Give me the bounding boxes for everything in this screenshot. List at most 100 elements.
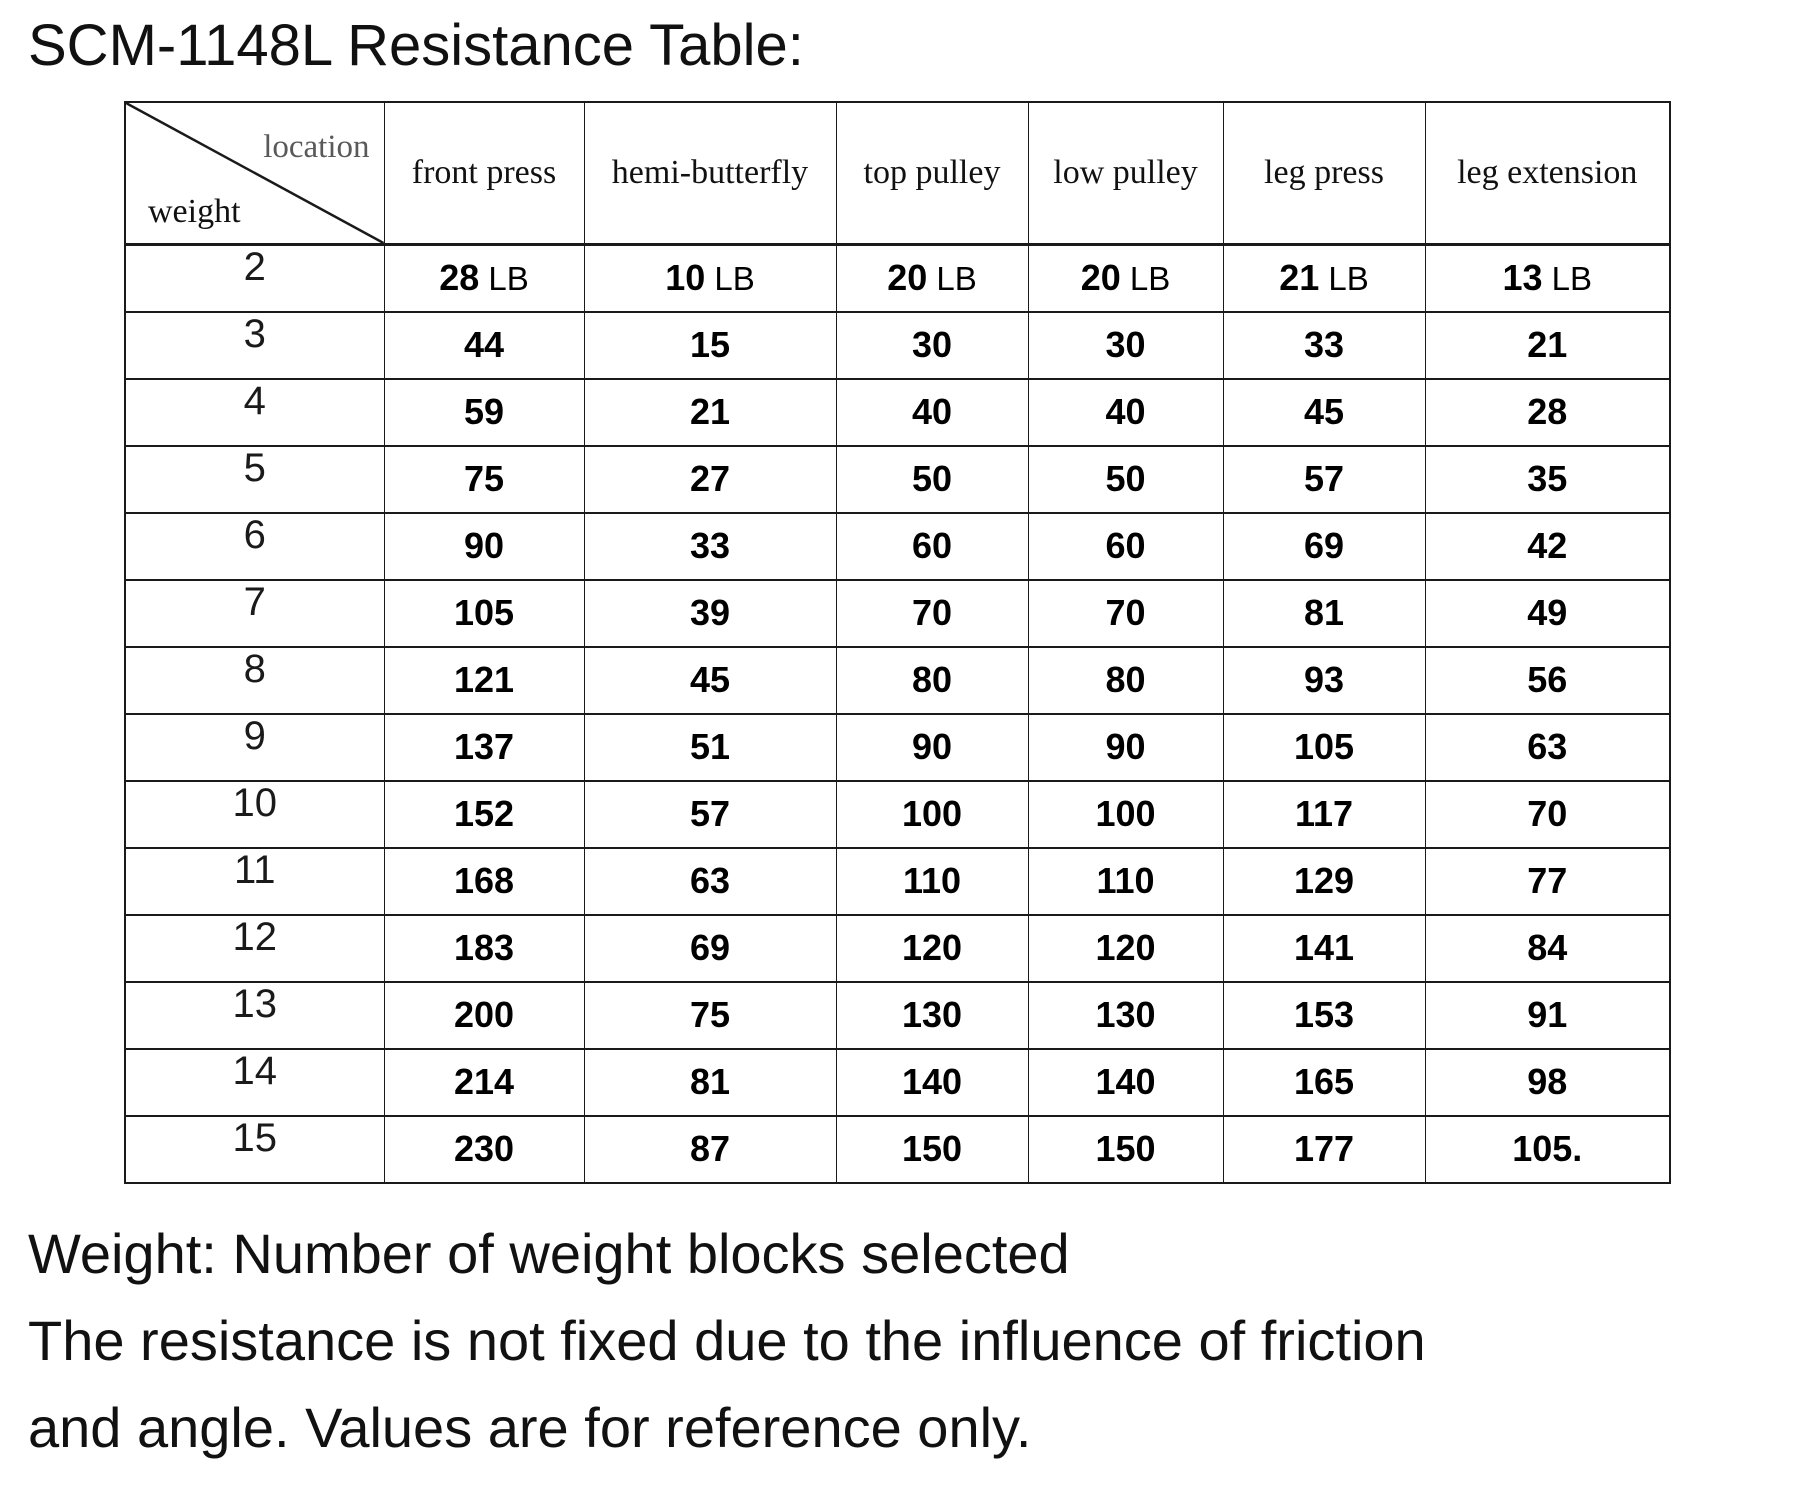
value-number: 168 bbox=[453, 860, 515, 901]
value-cell: 56 bbox=[1424, 645, 1671, 715]
value-number: 50 bbox=[911, 458, 953, 499]
value-cell: 140 bbox=[1027, 1047, 1224, 1117]
table-body: 2 28 LB 10 LB 20 LB 20 LB 21 LB 13 LB 3 44 15 30 30… bbox=[124, 243, 1671, 1184]
table-row: 10 152 57 100 100 117 70 bbox=[124, 779, 1671, 849]
value-number: 21 bbox=[1279, 257, 1320, 299]
value-cell: 70 bbox=[835, 578, 1029, 648]
weight-cell: 8 bbox=[124, 645, 385, 715]
value-cell: 42 bbox=[1424, 511, 1671, 581]
value-cell: 141 bbox=[1222, 913, 1426, 983]
value-cell: 33 bbox=[1222, 310, 1426, 380]
value-cell: 110 bbox=[1027, 846, 1224, 916]
value-number: 183 bbox=[453, 927, 515, 968]
value-cell: 80 bbox=[835, 645, 1029, 715]
value-cell: 30 bbox=[1027, 310, 1224, 380]
value-cell: 90 bbox=[383, 511, 585, 581]
column-header-leg-press: leg press bbox=[1222, 101, 1426, 246]
unit-label: LB bbox=[705, 260, 755, 298]
value-number: 87 bbox=[689, 1128, 731, 1169]
corner-location-label: location bbox=[263, 129, 370, 165]
value-cell: 77 bbox=[1424, 846, 1671, 916]
value-cell: 200 bbox=[383, 980, 585, 1050]
value-cell: 75 bbox=[383, 444, 585, 514]
value-cell: 21 bbox=[1424, 310, 1671, 380]
value-cell: 230 bbox=[383, 1114, 585, 1184]
value-cell: 60 bbox=[1027, 511, 1224, 581]
value-number: 150 bbox=[1095, 1128, 1156, 1169]
value-number: 130 bbox=[1095, 994, 1156, 1035]
value-cell: 100 bbox=[1027, 779, 1224, 849]
value-cell: 117 bbox=[1222, 779, 1426, 849]
value-number: 137 bbox=[453, 726, 515, 767]
value-cell: 10 LB bbox=[583, 243, 837, 313]
value-cell: 63 bbox=[583, 846, 837, 916]
value-cell: 50 bbox=[835, 444, 1029, 514]
value-number: 110 bbox=[1096, 860, 1155, 901]
value-number: 100 bbox=[901, 793, 963, 834]
value-number: 93 bbox=[1303, 659, 1345, 700]
value-cell: 100 bbox=[835, 779, 1029, 849]
value-number: 40 bbox=[1105, 391, 1146, 432]
value-cell: 33 bbox=[583, 511, 837, 581]
value-number: 91 bbox=[1527, 994, 1568, 1035]
value-cell: 69 bbox=[1222, 511, 1426, 581]
value-number: 49 bbox=[1527, 592, 1568, 633]
value-number: 214 bbox=[453, 1061, 515, 1102]
value-cell: 140 bbox=[835, 1047, 1029, 1117]
table-row: 5 75 27 50 50 57 35 bbox=[124, 444, 1671, 514]
value-number: 40 bbox=[911, 391, 953, 432]
weight-cell: 11 bbox=[124, 846, 385, 916]
value-number: 20 bbox=[1080, 257, 1121, 299]
unit-label: LB bbox=[1319, 260, 1369, 298]
value-cell: 50 bbox=[1027, 444, 1224, 514]
value-cell: 150 bbox=[1027, 1114, 1224, 1184]
value-cell: 81 bbox=[583, 1047, 837, 1117]
corner-weight-label: weight bbox=[148, 193, 241, 230]
value-cell: 27 bbox=[583, 444, 837, 514]
value-cell: 110 bbox=[835, 846, 1029, 916]
value-cell: 98 bbox=[1424, 1047, 1671, 1117]
note-weight-definition: Weight: Number of weight blocks selected bbox=[28, 1221, 1070, 1285]
value-number: 77 bbox=[1527, 860, 1568, 901]
column-header-front-press: front press bbox=[383, 101, 585, 246]
value-cell: 130 bbox=[1027, 980, 1224, 1050]
resistance-table: location weight front press hemi-butterf… bbox=[124, 101, 1671, 1184]
value-number: 117 bbox=[1294, 793, 1354, 834]
value-cell: 153 bbox=[1222, 980, 1426, 1050]
table-row: 12 183 69 120 120 141 84 bbox=[124, 913, 1671, 983]
value-number: 84 bbox=[1527, 927, 1568, 968]
table-row: 14 214 81 140 140 165 98 bbox=[124, 1047, 1671, 1117]
value-number: 105. bbox=[1512, 1128, 1583, 1169]
value-cell: 137 bbox=[383, 712, 585, 782]
value-cell: 13 LB bbox=[1424, 243, 1671, 313]
value-number: 177 bbox=[1293, 1128, 1355, 1169]
value-cell: 15 bbox=[583, 310, 837, 380]
value-cell: 69 bbox=[583, 913, 837, 983]
value-cell: 120 bbox=[1027, 913, 1224, 983]
value-cell: 28 bbox=[1424, 377, 1671, 447]
value-cell: 150 bbox=[835, 1114, 1029, 1184]
notes: Weight: Number of weight blocks selected… bbox=[28, 1221, 1800, 1456]
value-number: 90 bbox=[911, 726, 953, 767]
value-cell: 40 bbox=[835, 377, 1029, 447]
value-cell: 28 LB bbox=[383, 243, 585, 313]
value-cell: 57 bbox=[1222, 444, 1426, 514]
value-number: 75 bbox=[463, 458, 505, 499]
value-number: 42 bbox=[1527, 525, 1568, 566]
value-number: 27 bbox=[689, 458, 731, 499]
value-cell: 168 bbox=[383, 846, 585, 916]
note-resistance-line-1: The resistance is not fixed due to the i… bbox=[28, 1308, 1426, 1372]
table-row: 2 28 LB 10 LB 20 LB 20 LB 21 LB 13 LB bbox=[124, 243, 1671, 313]
weight-cell: 12 bbox=[124, 913, 385, 983]
value-number: 56 bbox=[1527, 659, 1568, 700]
weight-cell: 3 bbox=[124, 310, 385, 380]
value-number: 200 bbox=[453, 994, 515, 1035]
value-number: 105 bbox=[1293, 726, 1355, 767]
value-cell: 30 bbox=[835, 310, 1029, 380]
value-number: 70 bbox=[1105, 592, 1146, 633]
value-number: 90 bbox=[463, 525, 505, 566]
table-row: 7 105 39 70 70 81 49 bbox=[124, 578, 1671, 648]
value-cell: 183 bbox=[383, 913, 585, 983]
value-number: 121 bbox=[453, 659, 515, 700]
